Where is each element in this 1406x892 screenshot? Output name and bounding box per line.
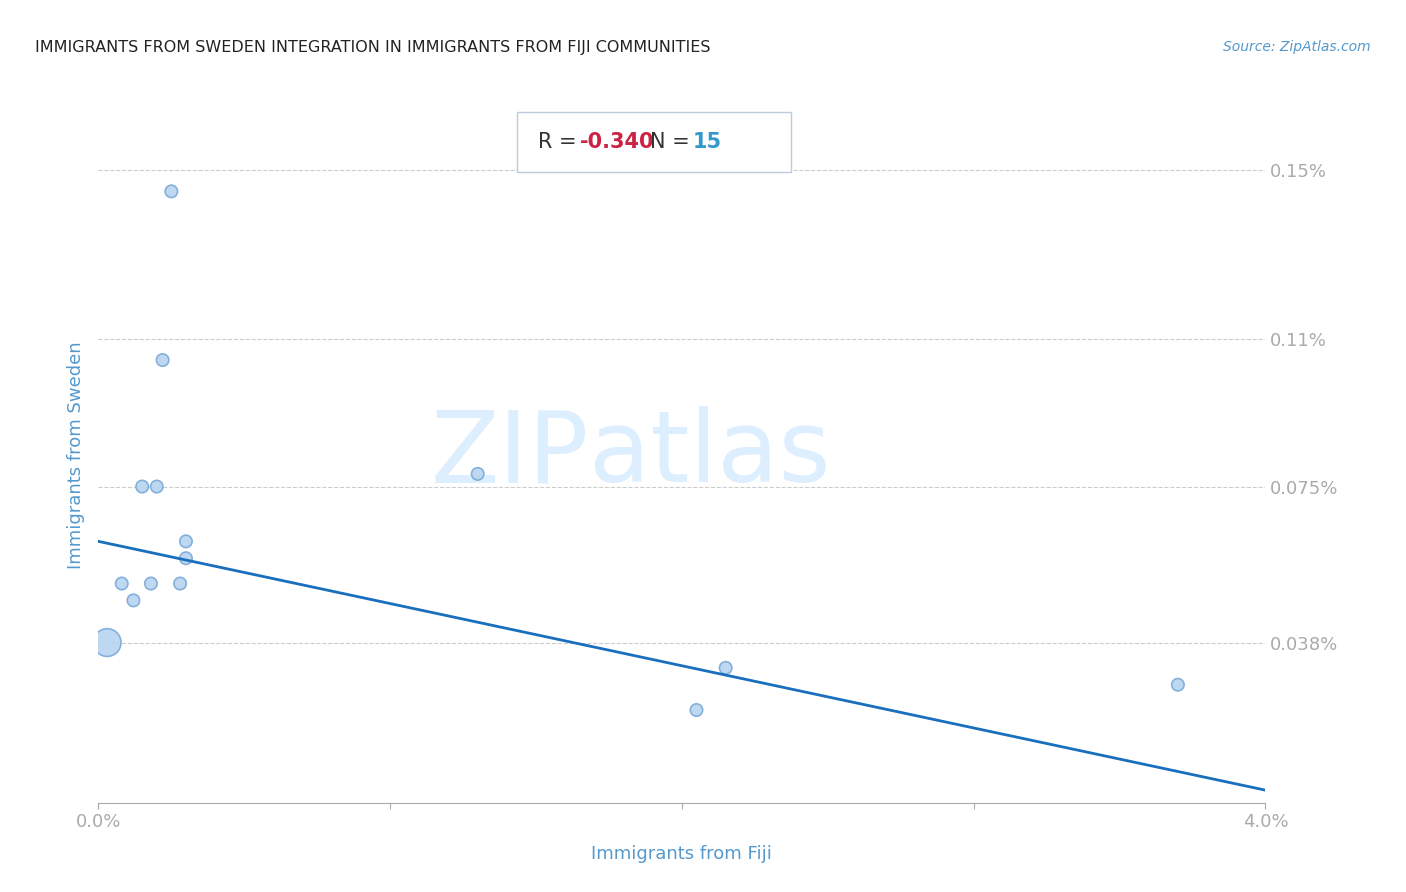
Point: [467, 467, 489, 481]
Text: N =: N =: [650, 132, 696, 152]
Text: ZIP: ZIP: [430, 407, 589, 503]
Text: Source: ZipAtlas.com: Source: ZipAtlas.com: [1223, 40, 1371, 54]
Point: [685, 703, 707, 717]
Point: [1167, 678, 1189, 692]
Point: [139, 576, 162, 591]
Point: [174, 534, 197, 549]
Point: [122, 593, 145, 607]
X-axis label: Immigrants from Fiji: Immigrants from Fiji: [592, 845, 772, 863]
Point: [152, 353, 174, 368]
Point: [111, 576, 134, 591]
Point: [169, 576, 191, 591]
Y-axis label: Immigrants from Sweden: Immigrants from Sweden: [66, 341, 84, 569]
Point: [714, 661, 737, 675]
Point: [131, 479, 153, 493]
Point: [96, 635, 118, 649]
Point: [160, 185, 183, 199]
Point: [146, 479, 169, 493]
Text: 15: 15: [693, 132, 721, 152]
Text: R =: R =: [538, 132, 583, 152]
Text: -0.340: -0.340: [581, 132, 654, 152]
Point: [174, 551, 197, 566]
Text: atlas: atlas: [589, 407, 830, 503]
Text: IMMIGRANTS FROM SWEDEN INTEGRATION IN IMMIGRANTS FROM FIJI COMMUNITIES: IMMIGRANTS FROM SWEDEN INTEGRATION IN IM…: [35, 40, 710, 55]
